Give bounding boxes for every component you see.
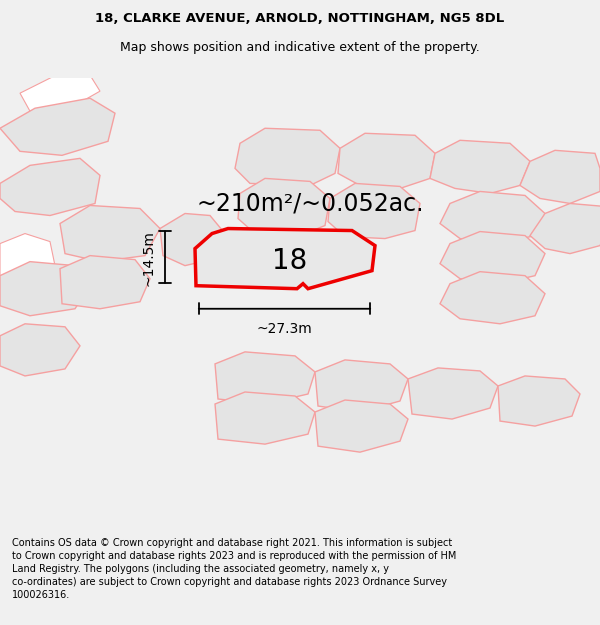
Polygon shape (338, 133, 435, 188)
Text: Contains OS data © Crown copyright and database right 2021. This information is : Contains OS data © Crown copyright and d… (12, 538, 457, 600)
Polygon shape (530, 204, 600, 254)
Polygon shape (0, 234, 55, 286)
Polygon shape (160, 214, 225, 266)
Polygon shape (195, 229, 375, 289)
Polygon shape (0, 262, 90, 316)
Text: 18, CLARKE AVENUE, ARNOLD, NOTTINGHAM, NG5 8DL: 18, CLARKE AVENUE, ARNOLD, NOTTINGHAM, N… (95, 12, 505, 25)
Polygon shape (215, 352, 315, 404)
Text: 18: 18 (272, 247, 308, 274)
Polygon shape (440, 191, 545, 244)
Text: Map shows position and indicative extent of the property.: Map shows position and indicative extent… (120, 41, 480, 54)
Polygon shape (315, 400, 408, 452)
Polygon shape (60, 256, 150, 309)
Polygon shape (440, 231, 545, 284)
Polygon shape (408, 368, 498, 419)
Polygon shape (238, 178, 330, 236)
Polygon shape (0, 98, 115, 156)
Polygon shape (440, 272, 545, 324)
Text: ~14.5m: ~14.5m (141, 229, 155, 286)
Text: ~210m²/~0.052ac.: ~210m²/~0.052ac. (196, 191, 424, 216)
Polygon shape (0, 324, 80, 376)
Polygon shape (315, 360, 408, 412)
Polygon shape (235, 128, 340, 186)
Polygon shape (215, 392, 315, 444)
Polygon shape (430, 140, 530, 194)
Polygon shape (520, 151, 600, 204)
Polygon shape (60, 206, 160, 262)
Text: ~27.3m: ~27.3m (256, 322, 312, 336)
Polygon shape (328, 183, 420, 239)
Polygon shape (0, 158, 100, 216)
Polygon shape (498, 376, 580, 426)
Polygon shape (20, 73, 100, 111)
